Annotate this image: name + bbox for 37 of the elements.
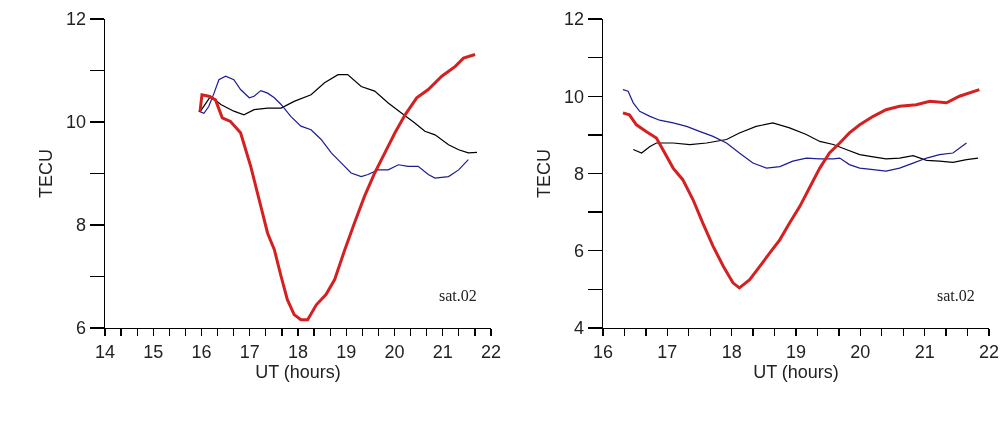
- x-tick-label: 16: [191, 341, 212, 362]
- x-axis-title: UT (hours): [255, 361, 341, 382]
- x-tick-label: 15: [143, 341, 164, 362]
- x-tick-label: 22: [978, 341, 1000, 362]
- x-axis-title: UT (hours): [753, 361, 839, 382]
- annotation: sat.02: [937, 287, 975, 304]
- x-tick-label: 21: [432, 341, 453, 362]
- x-tick-label: 14: [94, 341, 116, 362]
- line-series: [621, 88, 981, 290]
- y-axis-title: TECU: [36, 149, 57, 198]
- x-tick-label: 19: [785, 341, 807, 362]
- y-axis-title: TECU: [534, 149, 555, 198]
- y-tick-label: 8: [574, 163, 585, 184]
- y-tick-label: 10: [564, 86, 585, 107]
- line-series: [632, 122, 979, 163]
- y-tick-label: 12: [564, 9, 585, 30]
- x-tick-label: 20: [384, 341, 405, 362]
- y-tick-label: 8: [76, 215, 87, 236]
- x-tick-label: 21: [914, 341, 935, 362]
- y-tick-label: 10: [66, 112, 87, 133]
- x-tick-label: 16: [592, 341, 614, 362]
- line-series: [198, 53, 477, 322]
- y-tick-label: 6: [76, 318, 87, 339]
- line-series: [199, 74, 478, 154]
- y-tick-label: 12: [66, 9, 87, 30]
- x-tick-label: 17: [239, 341, 260, 362]
- x-tick-label: 17: [657, 341, 678, 362]
- x-tick-label: 18: [287, 341, 309, 362]
- line-series: [198, 75, 469, 179]
- x-tick-label: 22: [480, 341, 502, 362]
- annotation: sat.02: [439, 287, 477, 304]
- x-tick-label: 19: [336, 341, 357, 362]
- x-tick-label: 18: [721, 341, 742, 362]
- y-tick-label: 4: [574, 318, 585, 339]
- line-series: [622, 89, 968, 172]
- y-tick-label: 6: [574, 241, 585, 262]
- x-tick-label: 20: [850, 341, 871, 362]
